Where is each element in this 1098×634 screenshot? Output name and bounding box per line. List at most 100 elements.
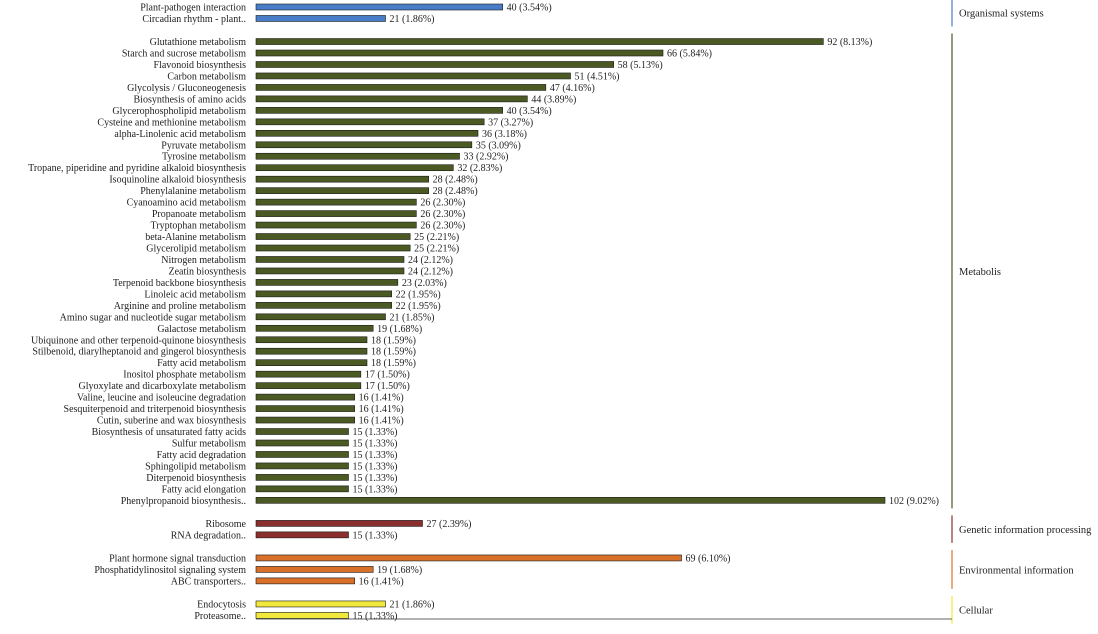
value-label: 17 (1.50%)	[365, 370, 410, 381]
category-label: Isoquinoline alkaloid biosynthesis	[109, 175, 246, 186]
bar	[255, 72, 571, 80]
bar	[255, 107, 503, 114]
bar	[255, 84, 547, 91]
category-label: Phosphatidylinositol signaling system	[94, 565, 246, 576]
bar	[255, 566, 374, 573]
bar	[255, 531, 349, 539]
value-label: 35 (3.09%)	[476, 140, 521, 151]
bar	[255, 577, 355, 585]
value-label: 16 (1.41%)	[359, 393, 404, 404]
category-label: Fatty acid degradation	[157, 450, 246, 461]
category-label: RNA degradation..	[171, 530, 246, 541]
bar	[255, 130, 479, 137]
category-label: Glyoxylate and dicarboxylate metabolism	[79, 381, 247, 392]
value-label: 18 (1.59%)	[371, 347, 416, 358]
category-label: Fatty acid elongation	[162, 484, 246, 495]
bar	[255, 221, 417, 229]
value-label: 15 (1.33%)	[353, 484, 398, 495]
category-label: Terpenoid backbone biosynthesis	[113, 278, 246, 289]
value-label: 26 (2.30%)	[420, 209, 465, 220]
category-label: Inositol phosphate metabolism	[123, 370, 246, 381]
category-label: Propanoate metabolism	[152, 209, 246, 220]
group-label: Environmental information	[959, 565, 1074, 576]
value-label: 19 (1.68%)	[377, 324, 422, 335]
value-label: 18 (1.59%)	[371, 358, 416, 369]
bar	[255, 370, 362, 378]
category-label: Carbon metabolism	[167, 71, 246, 82]
category-label: Diterpenoid biosynthesis	[146, 473, 246, 484]
bar	[255, 474, 349, 481]
category-label: Tropane, piperidine and pyridine alkaloi…	[28, 163, 246, 174]
value-label: 28 (2.48%)	[433, 186, 478, 197]
category-label: beta-Alanine metabolism	[145, 232, 246, 243]
category-label: Valine, leucine and isoleucine degradati…	[77, 393, 246, 404]
bar	[255, 95, 528, 103]
value-label: 33 (2.92%)	[464, 152, 509, 163]
value-label: 26 (2.30%)	[420, 198, 465, 209]
bar	[255, 118, 485, 126]
category-label: Endocytosis	[197, 599, 246, 610]
bar	[255, 3, 503, 11]
category-label: Nitrogen metabolism	[161, 255, 246, 266]
value-label: 26 (2.30%)	[420, 221, 465, 232]
bar	[255, 405, 355, 412]
bar	[255, 416, 355, 424]
bar	[255, 462, 349, 470]
value-label: 21 (1.86%)	[390, 599, 435, 610]
bar	[255, 256, 405, 263]
value-label: 92 (8.13%)	[827, 37, 872, 48]
group-label: Organismal systems	[959, 9, 1044, 20]
bar	[255, 38, 824, 45]
group-label: Cellular	[959, 606, 993, 617]
value-label: 51 (4.51%)	[575, 71, 620, 82]
bar	[255, 554, 682, 562]
value-label: 16 (1.41%)	[359, 576, 404, 587]
value-label: 58 (5.13%)	[618, 60, 663, 71]
category-label: Linoleic acid metabolism	[144, 289, 246, 300]
category-label: Stilbenoid, diarylheptanoid and gingerol…	[32, 347, 246, 358]
value-label: 23 (2.03%)	[402, 278, 447, 289]
bar	[255, 359, 368, 367]
bar	[255, 279, 399, 286]
category-label: Phenylpropanoid biosynthesis..	[121, 496, 246, 507]
category-label: Proteasome..	[194, 611, 246, 622]
bar	[255, 497, 886, 504]
value-label: 32 (2.83%)	[457, 163, 502, 174]
value-label: 24 (2.12%)	[408, 266, 453, 277]
value-label: 69 (6.10%)	[686, 553, 731, 564]
bar	[255, 175, 429, 183]
value-label: 66 (5.84%)	[667, 49, 712, 60]
bar	[255, 520, 423, 527]
bar	[255, 141, 473, 149]
bar	[255, 290, 392, 298]
value-label: 44 (3.89%)	[531, 94, 576, 105]
value-label: 22 (1.95%)	[396, 301, 441, 312]
group-label: Metabolis	[959, 267, 1001, 278]
bar	[255, 198, 417, 206]
bar	[255, 428, 349, 435]
value-label: 15 (1.33%)	[353, 450, 398, 461]
category-label: Glycerophospholipid metabolism	[112, 106, 246, 117]
bar	[255, 313, 386, 321]
bar	[255, 393, 355, 401]
bar	[255, 152, 460, 160]
bar	[255, 61, 614, 68]
bar	[255, 347, 368, 355]
category-label: Arginine and proline metabolism	[114, 301, 247, 312]
plot-area: Plant-pathogen interaction 40 (3.54%) Circ…	[28, 0, 1092, 624]
value-label: 21 (1.85%)	[390, 312, 435, 323]
category-label: Tyrosine metabolism	[162, 152, 246, 163]
category-label: Biosynthesis of amino acids	[134, 94, 247, 105]
value-label: 15 (1.33%)	[353, 427, 398, 438]
category-label: Fatty acid metabolism	[157, 358, 246, 369]
value-label: 15 (1.33%)	[353, 461, 398, 472]
category-label: Sulfur metabolism	[172, 438, 246, 449]
bar	[255, 210, 417, 217]
bar	[255, 233, 411, 240]
value-label: 40 (3.54%)	[507, 106, 552, 117]
category-label: Amino sugar and nucleotide sugar metabol…	[60, 312, 247, 323]
category-label: Starch and sucrose metabolism	[122, 49, 246, 60]
bar	[255, 49, 664, 57]
category-label: ABC transporters..	[171, 576, 246, 587]
value-label: 18 (1.59%)	[371, 335, 416, 346]
